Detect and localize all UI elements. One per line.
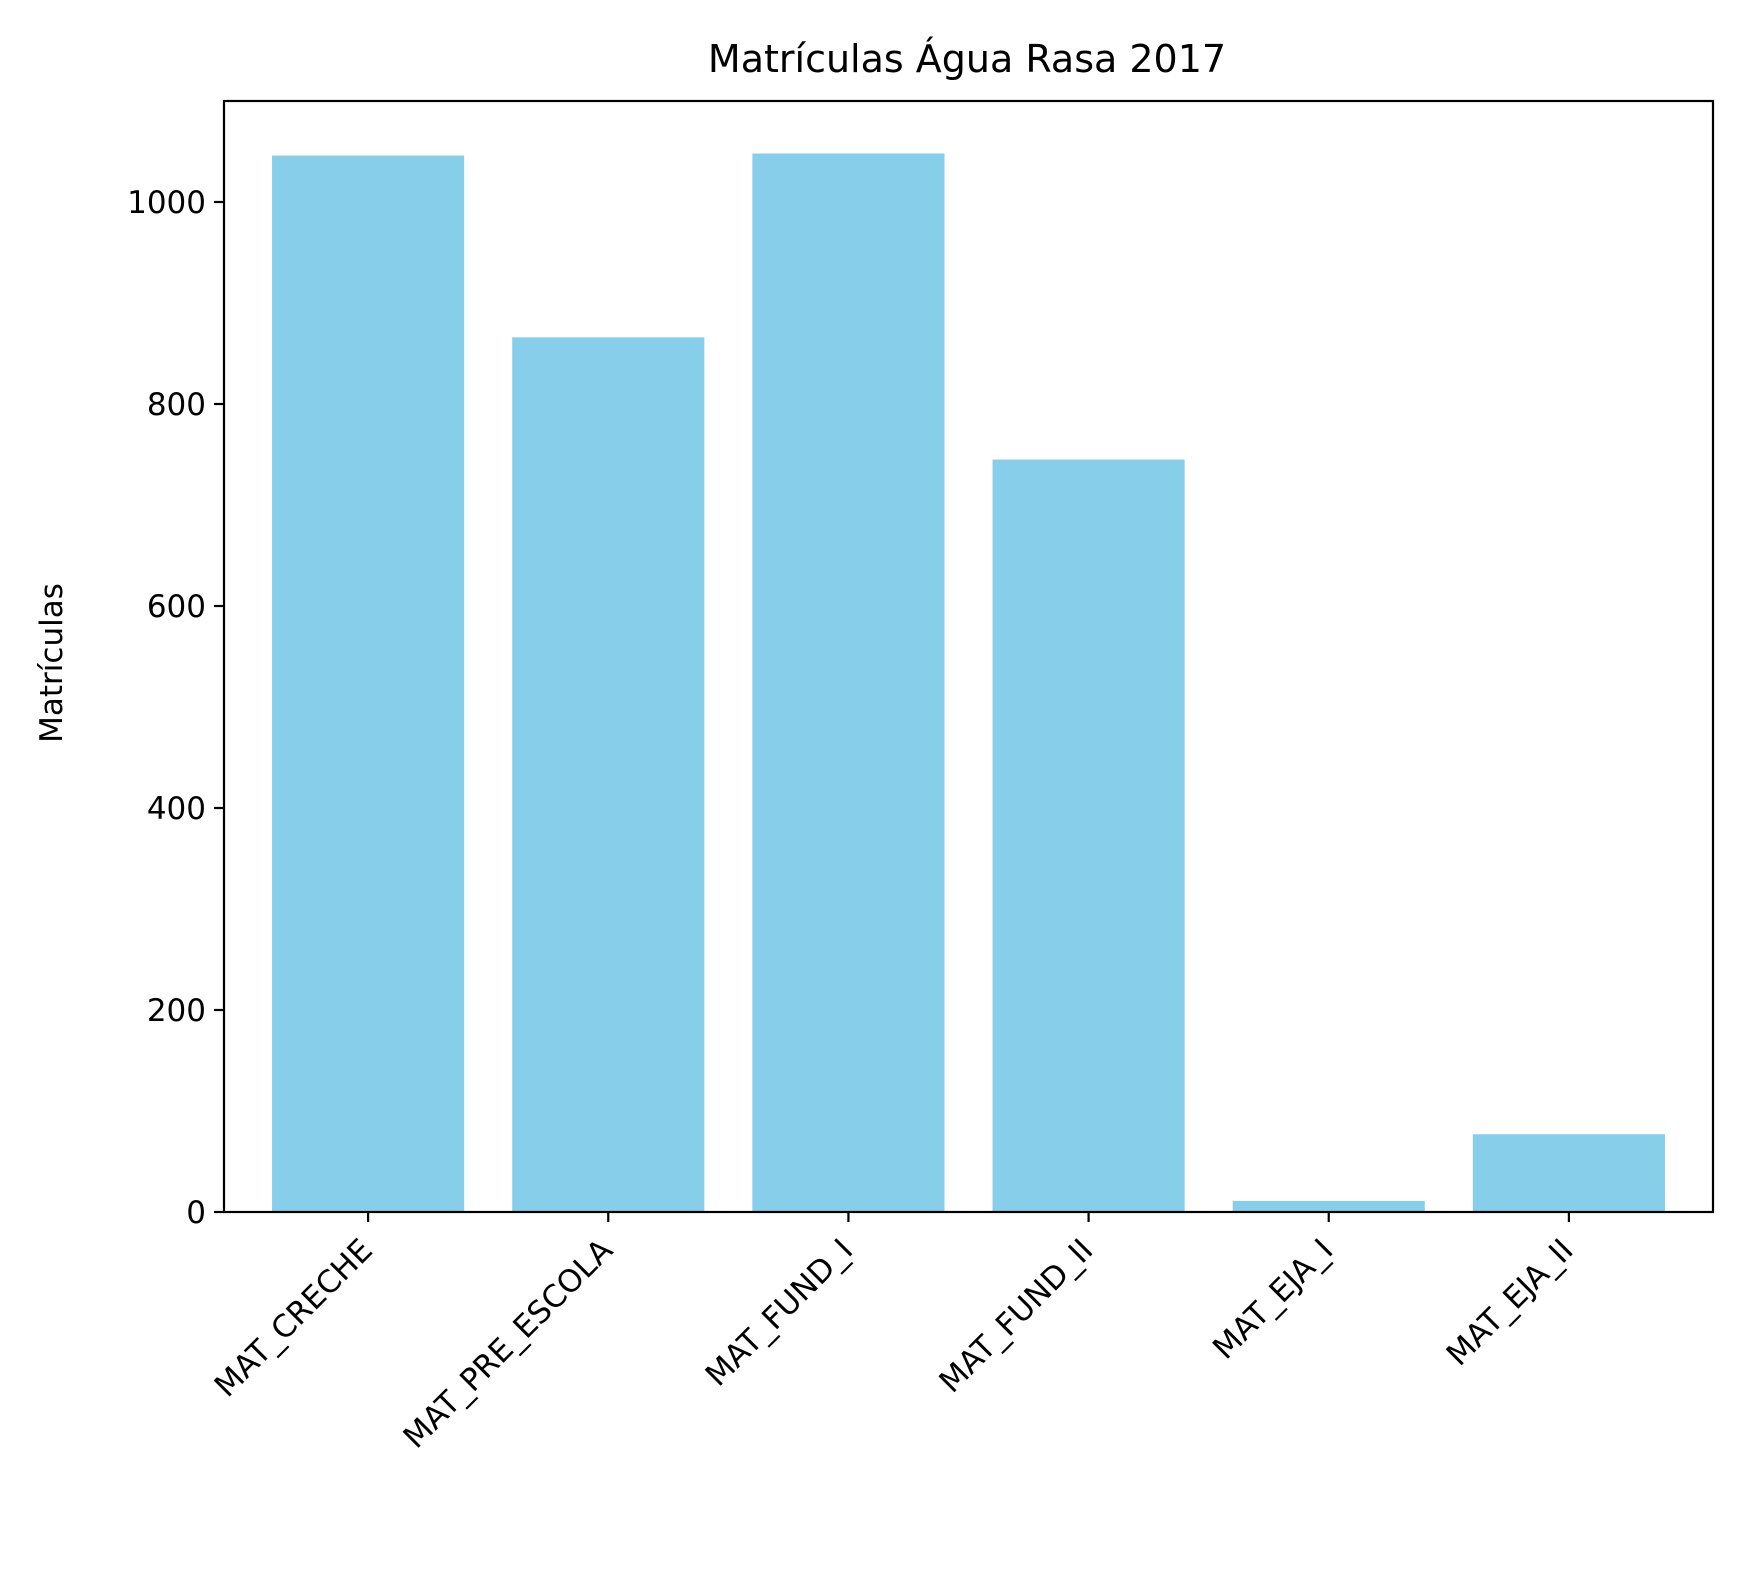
y-tick-label: 600 [147, 589, 206, 625]
bars-layer [272, 153, 1665, 1213]
y-tick-label: 800 [147, 387, 206, 423]
axes-layer [222, 99, 1715, 1214]
bar-mat-pre-escola [512, 337, 705, 1213]
plot-frame [222, 99, 1715, 1214]
y-axis-label: Matrículas [34, 583, 70, 743]
y-tick-label: 200 [147, 993, 206, 1029]
bar-mat-eja-i [1232, 1200, 1425, 1212]
bar-mat-eja-ii [1472, 1134, 1665, 1212]
y-tick-label: 400 [147, 791, 206, 827]
y-tick-label: 1000 [127, 185, 206, 221]
chart-title: Matrículas Água Rasa 2017 [708, 37, 1226, 81]
bar-mat-fund-ii [992, 459, 1185, 1212]
y-ticks-layer: 0 200 400 600 800 1000 [127, 185, 224, 1231]
bar-mat-fund-i [752, 153, 945, 1212]
bar-mat-creche [272, 155, 465, 1212]
y-tick-label: 0 [186, 1195, 206, 1231]
